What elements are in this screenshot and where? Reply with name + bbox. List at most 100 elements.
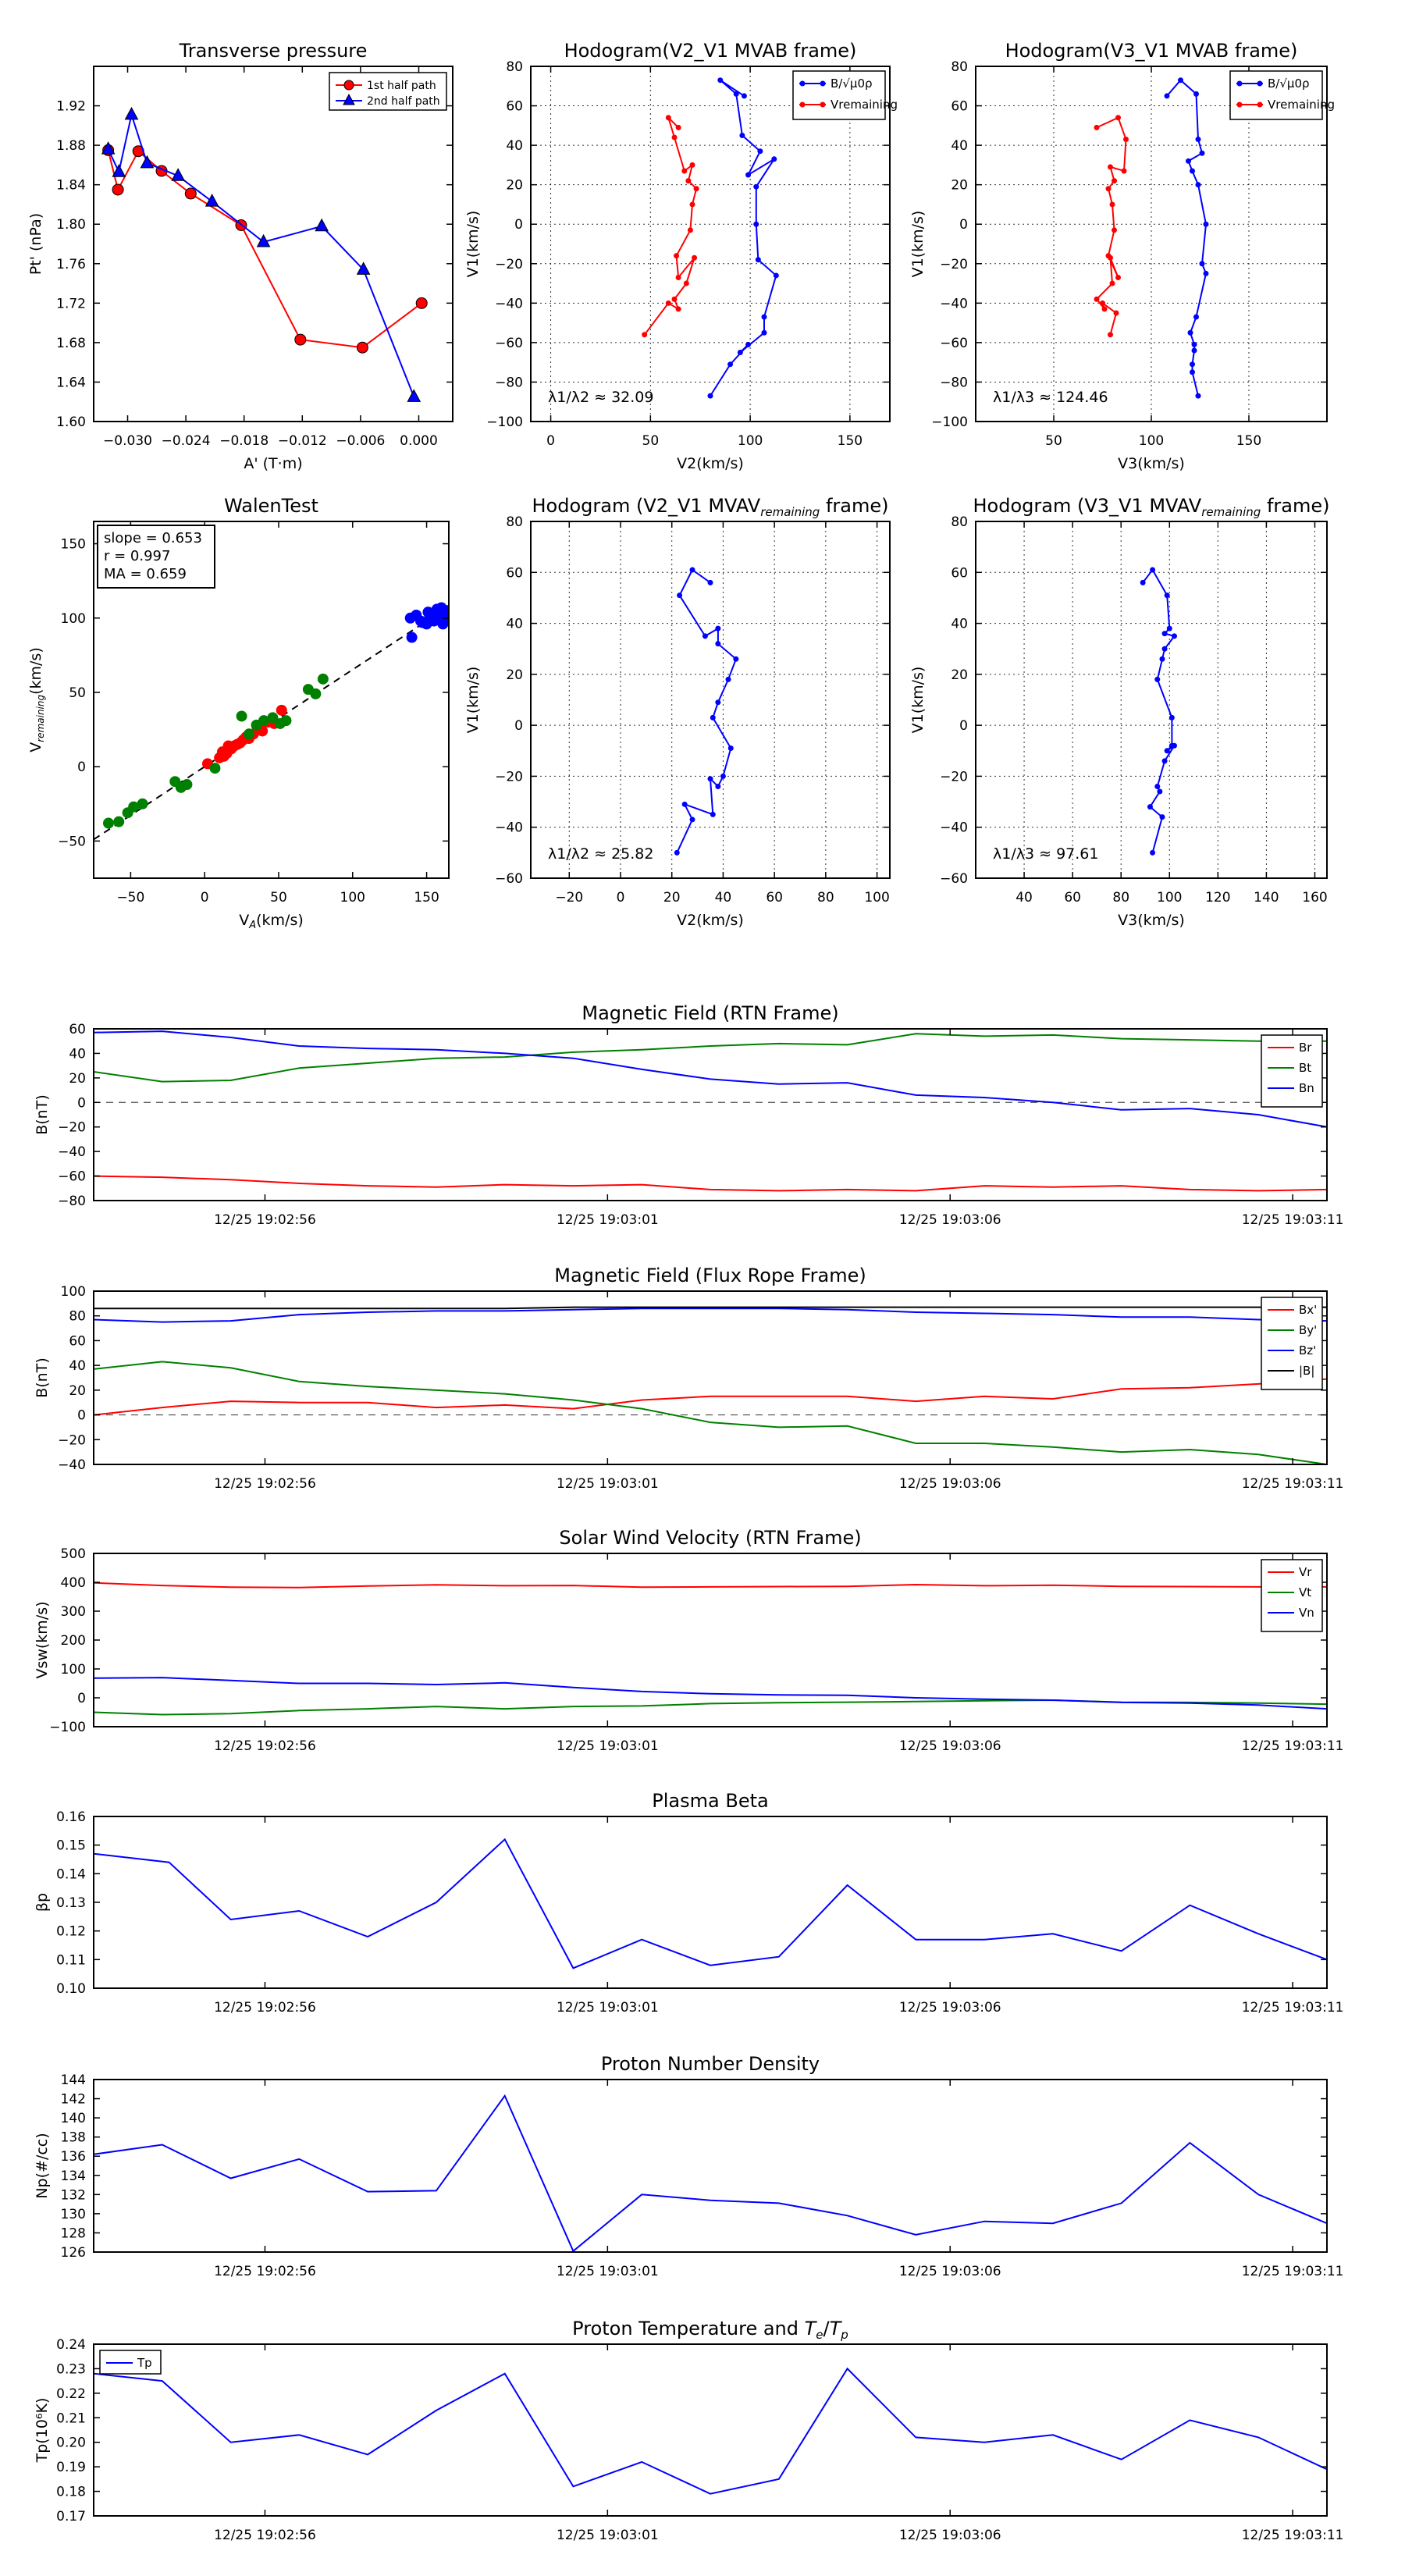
data-point [1094, 296, 1100, 302]
series-line-By' [94, 1361, 1327, 1464]
y-tick-label: −20 [940, 769, 968, 785]
data-point [1123, 137, 1129, 143]
x-tick-label: 12/25 19:03:01 [557, 2528, 659, 2543]
x-tick-label: 12/25 19:02:56 [214, 1476, 316, 1492]
y-tick-label: 100 [61, 611, 86, 627]
y-tick-label: 0.15 [56, 1838, 86, 1854]
axes-frame [93, 1816, 1328, 1989]
data-point [440, 607, 449, 618]
x-tick-label: −20 [555, 890, 583, 906]
series-group [94, 1838, 1327, 1969]
x-tick-label: 100 [1139, 433, 1164, 449]
y-tick-label: 0 [77, 760, 86, 775]
title-part: e [816, 2328, 823, 2342]
data-point [677, 592, 683, 599]
y-tick-label: 140 [61, 2111, 86, 2126]
y-tick-label: −40 [58, 1144, 86, 1160]
annotation-text: λ1/λ2 ≈ 32.09 [548, 389, 653, 406]
data-point [1161, 631, 1168, 637]
y-tick-label: 0.13 [56, 1895, 86, 1911]
y-tick-label: 0.18 [56, 2485, 86, 2500]
label-part: V [27, 742, 44, 753]
x-tick-label: 12/25 19:03:11 [1242, 2528, 1344, 2543]
y-tick-label: 20 [506, 178, 523, 194]
data-point [715, 783, 721, 789]
legend-label: By' [1299, 1323, 1317, 1337]
data-point [1109, 201, 1115, 208]
data-point [683, 280, 689, 286]
legend-box [1261, 1297, 1323, 1390]
x-tick-label: 12/25 19:03:01 [557, 2000, 659, 2016]
chart-title: Magnetic Field (Flux Rope Frame) [554, 1265, 866, 1286]
series-group [1140, 567, 1177, 856]
x-tick-label: 40 [715, 890, 732, 906]
y-tick-label: −40 [940, 296, 968, 311]
data-point [1161, 758, 1168, 764]
data-point [727, 361, 734, 368]
data-point [739, 132, 745, 138]
hodogram_v3v1_mvab-panel: 50 100 150 −100 −80 −60 −40 −20 0 20 40 60 80 Hodogra… [909, 40, 1335, 472]
data-point [1191, 341, 1197, 347]
data-point [665, 115, 671, 121]
hodogram_v3v1_mvav-panel: 40 60 80 100 120 140 160 −60 −40 −20 0 20 40 60 80 Hodo… [909, 495, 1329, 929]
series-line-Tp [94, 2367, 1327, 2495]
data-point [236, 710, 247, 722]
data-point [761, 314, 767, 320]
data-point [675, 124, 681, 130]
title-part: / [823, 2318, 831, 2339]
series-line-Bx' [94, 1378, 1327, 1416]
y-tick-label: 60 [506, 99, 523, 115]
data-point [356, 341, 368, 354]
legend-label: |B| [1299, 1364, 1314, 1378]
data-point [415, 297, 428, 309]
chart-title: Hodogram (V3_V1 MVAVremaining frame) [973, 495, 1330, 519]
y-axis-label: Vremaining(km/s) [27, 647, 46, 753]
data-point [710, 714, 716, 720]
y-tick-label: 1.72 [56, 296, 86, 311]
data-point [741, 93, 747, 99]
data-point [1193, 314, 1199, 320]
data-point [685, 178, 692, 184]
title-part: remaining [760, 505, 820, 519]
data-point [181, 779, 193, 791]
y-tick-label: 50 [69, 685, 86, 701]
data-point [112, 183, 124, 196]
series-line-B/√μ0ρ [710, 79, 777, 397]
data-point [1147, 804, 1153, 810]
label-part: remaining [35, 695, 46, 742]
legend-marker [799, 101, 806, 108]
data-point [310, 688, 322, 699]
data-point [1159, 656, 1165, 662]
y-tick-label: 500 [61, 1546, 86, 1562]
chart-title: Proton Temperature and Te/Tp [572, 2318, 848, 2342]
data-point [707, 393, 713, 399]
data-point [1094, 124, 1100, 130]
legend-label: Tp [137, 2356, 152, 2370]
y-tick-label: 60 [951, 99, 968, 115]
y-tick-label: −60 [495, 336, 523, 351]
y-tick-label: 0.22 [56, 2386, 86, 2402]
series-line-|B| [94, 1306, 1327, 1310]
data-point [1171, 742, 1177, 749]
x-tick-label: 100 [738, 433, 763, 449]
data-point [294, 333, 307, 346]
chart-title: Transverse pressure [179, 40, 368, 62]
data-point [733, 656, 739, 662]
y-tick-label: 20 [951, 178, 968, 194]
y-tick-label: 100 [61, 1284, 86, 1300]
annotation-text: λ1/λ2 ≈ 25.82 [548, 845, 653, 863]
legend-label: Vr [1299, 1565, 1312, 1579]
x-tick-label: 60 [766, 890, 783, 906]
data-point [171, 168, 185, 181]
legend-box [792, 70, 886, 120]
x-tick-label: 0 [546, 433, 555, 449]
x-tick-label: 140 [1254, 890, 1279, 906]
y-tick-label: −20 [58, 1120, 86, 1136]
data-point [745, 172, 752, 178]
data-point [315, 218, 329, 232]
chart-title: Solar Wind Velocity (RTN Frame) [559, 1527, 861, 1549]
y-tick-label: 0 [514, 217, 523, 233]
x-tick-label: 50 [642, 433, 660, 449]
x-tick-label: 100 [864, 890, 889, 906]
y-tick-label: −100 [931, 415, 968, 430]
